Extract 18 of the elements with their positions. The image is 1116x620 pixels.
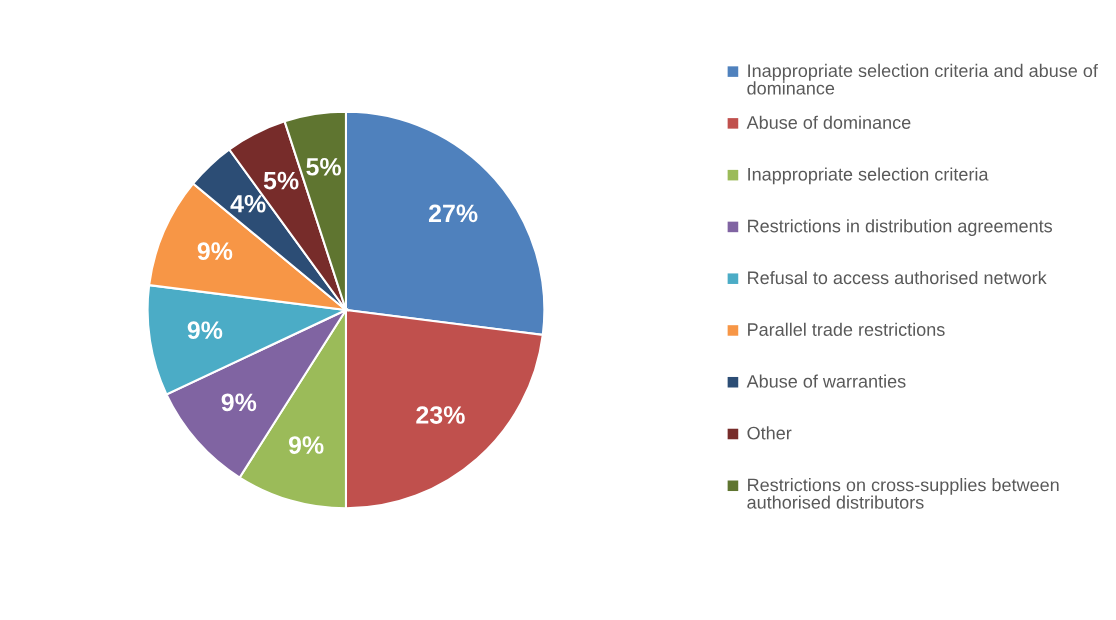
legend-label: Restrictions on cross-supplies between authorised distributors [747, 478, 1059, 509]
data-label: 27% [428, 204, 478, 223]
data-label: 9% [221, 393, 257, 412]
legend-label: Inappropriate selection criteria and abuse of dominance [747, 63, 1098, 95]
legend-label: Other [747, 426, 792, 440]
data-label: 5% [306, 157, 342, 176]
legend-label: Inappropriate selection criteria [748, 167, 989, 185]
legend-label: Parallel trade restrictions [748, 322, 945, 336]
data-label: 23% [416, 406, 465, 424]
data-label: 9% [197, 242, 233, 260]
data-label: 5% [263, 171, 299, 190]
legend-label: Restrictions in distribution agreements [748, 219, 1053, 236]
data-label: 9% [187, 321, 223, 340]
data-label: 9% [288, 436, 324, 454]
data-label: 4% [230, 194, 266, 213]
legend-label: Abuse of dominance [746, 115, 911, 129]
legend-label: Refusal to access authorised network [748, 270, 1047, 285]
legend-label: Abuse of warranties [746, 374, 906, 388]
